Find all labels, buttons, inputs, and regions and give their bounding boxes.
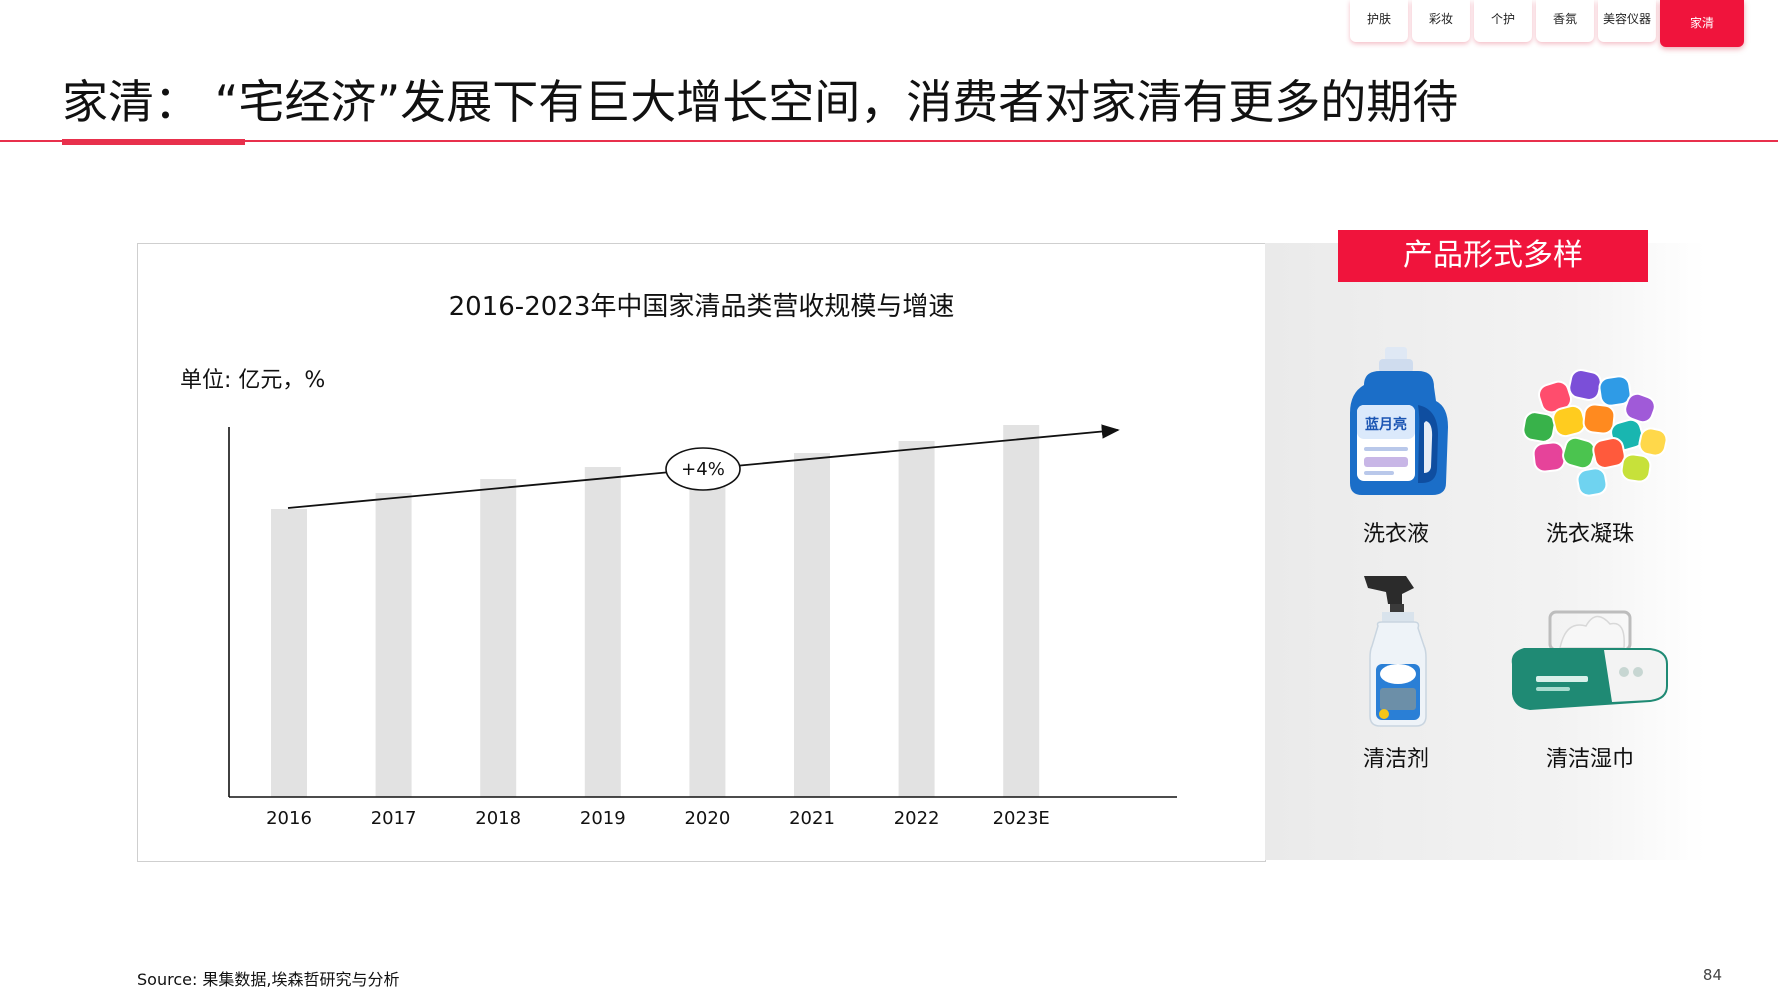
tab-skincare[interactable]: 护肤 bbox=[1350, 0, 1408, 42]
chart-panel: 2016-2023年中国家清品类营收规模与增速 单位: 亿元，% 2016 201… bbox=[137, 243, 1266, 862]
growth-rate-label: +4% bbox=[681, 459, 725, 480]
x-tick-label-2021: 2021 bbox=[789, 808, 835, 829]
page-number: 84 bbox=[1702, 966, 1722, 984]
laundry-pods-icon bbox=[1500, 343, 1680, 508]
top-nav: 护肤 彩妆 个护 香氛 美容仪器 家清 bbox=[1350, 0, 1744, 48]
bottle-brand-text: 蓝月亮 bbox=[1365, 416, 1407, 433]
product-name: 洗衣凝珠 bbox=[1545, 522, 1634, 547]
wet-wipes-pack-icon bbox=[1500, 568, 1680, 733]
tab-home-cleaning[interactable]: 家清 bbox=[1660, 0, 1744, 47]
bar-2019 bbox=[584, 467, 621, 797]
x-tick-label-2017: 2017 bbox=[371, 808, 417, 829]
product-name: 清洁剂 bbox=[1362, 747, 1429, 772]
product-wet-wipes: 清洁湿巾 bbox=[1500, 568, 1680, 773]
title-divider bbox=[0, 140, 1778, 142]
x-tick-label-2022: 2022 bbox=[894, 808, 940, 829]
x-tick-label-2023E: 2023E bbox=[993, 808, 1050, 829]
x-tick-label-2018: 2018 bbox=[475, 808, 521, 829]
product-laundry-detergent: 蓝月亮 洗衣液 bbox=[1306, 343, 1486, 548]
product-forms-panel: 产品形式多样 蓝月亮 洗衣液 bbox=[1265, 230, 1705, 860]
bar-2016 bbox=[271, 509, 307, 797]
product-laundry-pods: 洗衣凝珠 bbox=[1500, 343, 1680, 548]
bar-2020 bbox=[689, 459, 726, 797]
bar-chart: 2016 2017 2018 2019 2020 2021 2022 2023E +4% bbox=[228, 424, 1177, 829]
product-name: 洗衣液 bbox=[1362, 522, 1429, 547]
product-cleaning-spray: 清洁剂 bbox=[1306, 568, 1486, 773]
growth-rate-bubble bbox=[665, 447, 741, 491]
chart-unit-label: 单位: 亿元，% bbox=[180, 368, 326, 393]
tab-makeup[interactable]: 彩妆 bbox=[1412, 0, 1470, 42]
bar-2017 bbox=[375, 493, 412, 797]
spray-bottle-icon bbox=[1306, 568, 1486, 733]
bar-2023E bbox=[1003, 425, 1040, 797]
tab-personal-care[interactable]: 个护 bbox=[1474, 0, 1532, 42]
x-tick-label-2016: 2016 bbox=[266, 808, 312, 829]
x-tick-label-2019: 2019 bbox=[580, 808, 626, 829]
title-accent-bar bbox=[62, 139, 245, 145]
chart-title: 2016-2023年中国家清品类营收规模与增速 bbox=[448, 292, 955, 322]
bar-2022 bbox=[898, 441, 935, 797]
bar-2021 bbox=[794, 453, 830, 797]
x-tick-label-2020: 2020 bbox=[684, 808, 730, 829]
page-title: 家清： “宅经济”发展下有巨大增长空间，消费者对家清有更多的期待 bbox=[62, 75, 1459, 129]
tab-fragrance[interactable]: 香氛 bbox=[1536, 0, 1594, 42]
product-name: 清洁湿巾 bbox=[1545, 747, 1634, 772]
tab-beauty-devices[interactable]: 美容仪器 bbox=[1598, 0, 1656, 42]
bar-2018 bbox=[480, 479, 517, 797]
source-note: Source: 果集数据,埃森哲研究与分析 bbox=[137, 970, 400, 989]
product-forms-header: 产品形式多样 bbox=[1338, 230, 1648, 282]
laundry-detergent-bottle-icon: 蓝月亮 bbox=[1306, 343, 1486, 508]
